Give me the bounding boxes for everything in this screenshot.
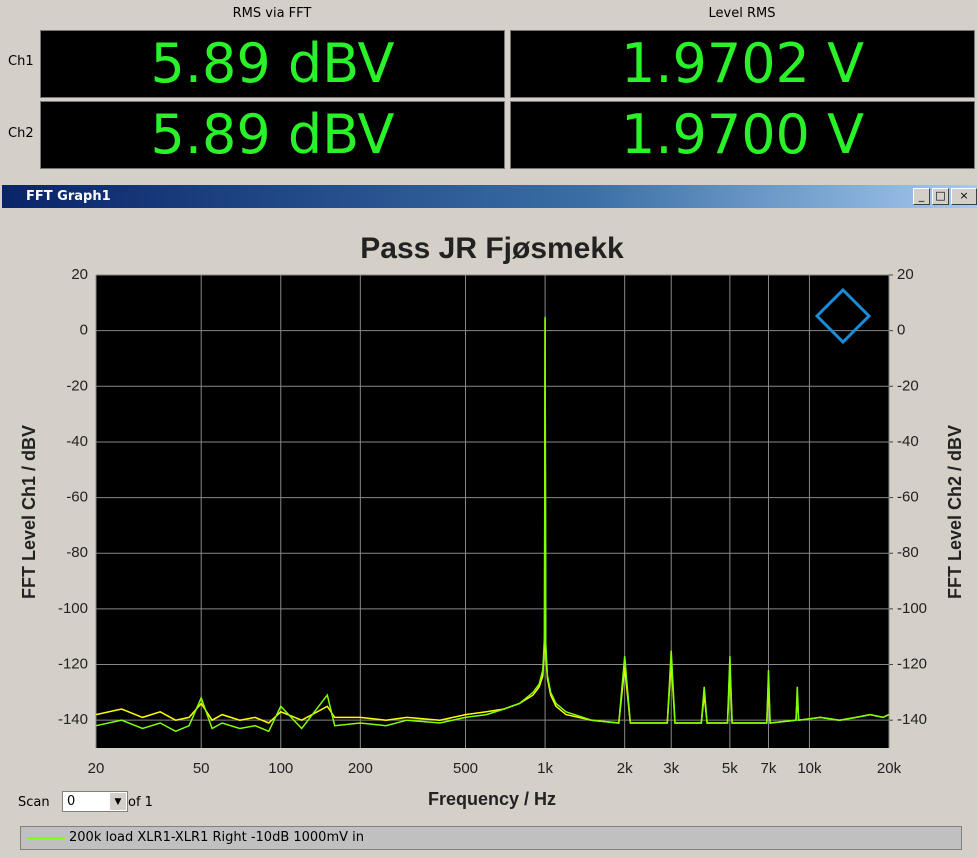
- readout: 5.89 dBV: [40, 30, 505, 98]
- x-tick-label: 500: [453, 760, 478, 777]
- scan-label: Scan: [18, 795, 50, 810]
- x-tick-label: 5k: [722, 760, 738, 777]
- x-tick-label: 10k: [797, 760, 822, 777]
- x-tick-label: 1k: [537, 760, 553, 777]
- y2-tick-label: -100: [897, 600, 927, 617]
- header: RMS via FFT: [232, 6, 312, 21]
- y-tick-label: -40: [66, 433, 88, 450]
- logo: [814, 287, 872, 345]
- y2-tick-label: 0: [897, 322, 905, 339]
- y-tick-label: -80: [66, 544, 88, 561]
- y2-tick-label: -40: [897, 433, 919, 450]
- x-tick-label: 50: [193, 760, 210, 777]
- channel-label: Ch2: [8, 126, 34, 141]
- legend: 200k load XLR1-XLR1 Right -10dB 1000mV i…: [20, 826, 962, 850]
- x-tick-label: 7k: [761, 760, 777, 777]
- scan-value: 0: [67, 794, 76, 809]
- y2-axis-label: FFT Level Ch2 / dBV: [945, 425, 965, 599]
- y2-tick-label: -80: [897, 544, 919, 561]
- channel-label: Ch1: [8, 54, 34, 69]
- y-tick-label: -60: [66, 489, 88, 506]
- y-axis-label: FFT Level Ch1 / dBV: [19, 425, 39, 599]
- dropdown-arrow[interactable]: ▼: [110, 793, 126, 810]
- window-title: FFT Graph1: [26, 189, 111, 204]
- chart-title: Pass JR Fjøsmekk: [360, 232, 624, 265]
- chart: Pass JR Fjøsmekk Frequency / Hz FFT Leve…: [19, 232, 965, 809]
- y-tick-label: -20: [66, 377, 88, 394]
- y2-tick-label: 20: [897, 266, 914, 283]
- x-tick-label: 2k: [617, 760, 633, 777]
- y-tick-label: -120: [58, 655, 88, 672]
- scan-select[interactable]: 0 ▼: [62, 791, 128, 812]
- y2-tick-label: -140: [897, 711, 927, 728]
- header: Level RMS: [708, 6, 776, 21]
- x-tick-label: 20: [88, 760, 105, 777]
- y-tick-label: 20: [71, 266, 88, 283]
- y2-tick-label: -60: [897, 489, 919, 506]
- plot-area: [96, 275, 889, 748]
- y2-tick-label: -20: [897, 377, 919, 394]
- readout: 5.89 dBV: [40, 101, 505, 169]
- close-button[interactable]: ×: [951, 188, 977, 205]
- window-titlebar: FFT Graph1: [2, 185, 977, 208]
- scan-of: of 1: [128, 795, 153, 810]
- readout: 1.9702 V: [510, 30, 975, 98]
- minimize-button[interactable]: _: [913, 188, 930, 205]
- x-tick-label: 20k: [877, 760, 902, 777]
- readout: 1.9700 V: [510, 101, 975, 169]
- x-tick-label: 200: [348, 760, 373, 777]
- maximize-button[interactable]: □: [932, 188, 949, 205]
- x-tick-label: 100: [268, 760, 293, 777]
- y2-tick-label: -120: [897, 655, 927, 672]
- logo-diamond: [814, 287, 872, 345]
- spectrum-line: [95, 316, 890, 733]
- y-tick-label: -140: [58, 711, 88, 728]
- x-tick-label: 3k: [663, 760, 679, 777]
- y-tick-label: 0: [80, 322, 88, 339]
- legend-label: 200k load XLR1-XLR1 Right -10dB 1000mV i…: [69, 830, 364, 845]
- legend-swatch: [27, 836, 65, 839]
- x-axis-label: Frequency / Hz: [428, 789, 556, 809]
- y-tick-label: -100: [58, 600, 88, 617]
